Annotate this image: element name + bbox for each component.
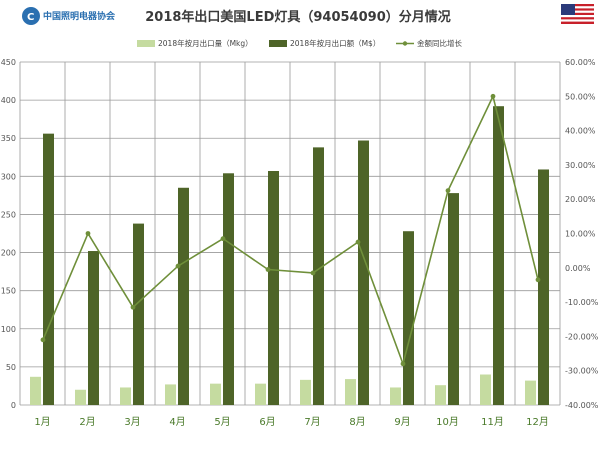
growth-point bbox=[445, 188, 451, 194]
chart-legend: 2018年按月出口量（Mkg） 2018年按月出口额（M$） 金额同比增长 bbox=[137, 38, 462, 48]
quantity-bar bbox=[345, 379, 356, 405]
left-tick-label: 350 bbox=[1, 134, 16, 143]
category-label: 10月 bbox=[436, 416, 459, 428]
category-label: 6月 bbox=[259, 416, 275, 428]
right-tick-label: 20.00% bbox=[565, 195, 596, 204]
left-tick-label: 450 bbox=[1, 58, 16, 67]
quantity-bar bbox=[480, 374, 491, 405]
right-tick-label: -10.00% bbox=[565, 298, 599, 307]
growth-point bbox=[400, 361, 406, 367]
category-label: 11月 bbox=[481, 416, 504, 428]
right-tick-label: 50.00% bbox=[565, 92, 596, 101]
svg-text:C: C bbox=[27, 12, 34, 23]
value-bar bbox=[88, 251, 99, 405]
growth-point bbox=[220, 236, 226, 242]
value-bar bbox=[358, 140, 369, 405]
growth-point bbox=[265, 267, 271, 272]
left-tick-label: 100 bbox=[1, 325, 16, 334]
category-labels: 1月 2月 3月 4月 5月 6月 7月 8月 9月 10月 11月 12月 bbox=[34, 416, 549, 428]
legend-swatch-quantity bbox=[137, 40, 155, 47]
association-logo: C 中国照明电器协会 bbox=[22, 7, 116, 25]
left-tick-label: 300 bbox=[1, 172, 16, 181]
growth-point bbox=[130, 304, 136, 310]
left-tick-label: 250 bbox=[1, 210, 16, 219]
right-tick-label: 10.00% bbox=[565, 230, 596, 239]
value-bar bbox=[448, 193, 459, 405]
value-bar bbox=[538, 169, 549, 405]
chart-title: 2018年出口美国LED灯具（94054090）分月情况 bbox=[145, 9, 451, 25]
growth-line-layer bbox=[40, 93, 541, 367]
left-tick-label: 400 bbox=[1, 96, 16, 105]
quantity-bar bbox=[75, 389, 86, 405]
growth-point bbox=[535, 277, 541, 283]
growth-point bbox=[355, 239, 361, 245]
right-tick-label: 40.00% bbox=[565, 127, 596, 136]
logo-icon bbox=[22, 7, 40, 25]
quantity-bar bbox=[300, 379, 311, 405]
right-tick-label: -30.00% bbox=[565, 367, 599, 376]
category-label: 8月 bbox=[349, 416, 365, 428]
grid-lines bbox=[19, 61, 561, 406]
right-tick-label: 60.00% bbox=[565, 58, 596, 67]
growth-point bbox=[310, 270, 316, 276]
value-bar bbox=[133, 223, 144, 405]
legend-label-value: 2018年按月出口额（M$） bbox=[290, 38, 380, 48]
right-tick-label: 0.00% bbox=[565, 264, 591, 273]
growth-point bbox=[490, 93, 496, 99]
logo-text: 中国照明电器协会 bbox=[43, 10, 116, 22]
left-tick-label: 50 bbox=[6, 363, 16, 372]
growth-line bbox=[42, 93, 539, 367]
quantity-bar bbox=[165, 384, 176, 405]
quantity-bar bbox=[435, 385, 446, 405]
value-bar bbox=[43, 133, 54, 405]
category-label: 1月 bbox=[34, 416, 50, 428]
legend-swatch-growth-point bbox=[402, 41, 408, 46]
left-axis: 0 50 100 150 200 250 300 350 400 450 bbox=[1, 58, 16, 410]
value-bar bbox=[403, 231, 414, 405]
category-label: 5月 bbox=[214, 416, 230, 428]
category-label: 9月 bbox=[394, 416, 410, 428]
quantity-bar bbox=[390, 387, 401, 405]
value-bar bbox=[493, 106, 504, 405]
right-tick-label: 30.00% bbox=[565, 161, 596, 170]
quantity-bar bbox=[30, 376, 41, 405]
growth-point bbox=[85, 231, 91, 236]
right-tick-label: -20.00% bbox=[565, 332, 599, 341]
value-bar bbox=[223, 173, 234, 405]
quantity-bar bbox=[210, 383, 221, 405]
bars-layer bbox=[30, 106, 549, 405]
growth-point bbox=[40, 337, 46, 343]
quantity-bar bbox=[525, 380, 536, 405]
left-tick-label: 200 bbox=[1, 249, 16, 258]
left-tick-label: 0 bbox=[11, 401, 16, 410]
legend-label-quantity: 2018年按月出口量（Mkg） bbox=[158, 38, 253, 48]
growth-point bbox=[175, 263, 181, 269]
category-label: 4月 bbox=[169, 416, 185, 428]
category-label: 3月 bbox=[124, 416, 140, 428]
category-label: 12月 bbox=[526, 416, 549, 428]
legend-label-growth: 金额同比增长 bbox=[417, 38, 462, 48]
category-label: 7月 bbox=[304, 416, 320, 428]
left-tick-label: 150 bbox=[1, 287, 16, 296]
value-bar bbox=[313, 147, 324, 405]
quantity-bar bbox=[120, 387, 131, 405]
value-bar bbox=[268, 170, 279, 405]
us-flag-icon bbox=[561, 4, 594, 24]
value-bar bbox=[178, 187, 189, 405]
category-label: 2月 bbox=[79, 416, 95, 428]
right-axis: -40.00% -30.00% -20.00% -10.00% 0.00% 10.00% 2… bbox=[565, 58, 599, 410]
legend-swatch-value bbox=[269, 40, 287, 47]
quantity-bar bbox=[255, 383, 266, 405]
right-tick-label: -40.00% bbox=[565, 401, 599, 410]
